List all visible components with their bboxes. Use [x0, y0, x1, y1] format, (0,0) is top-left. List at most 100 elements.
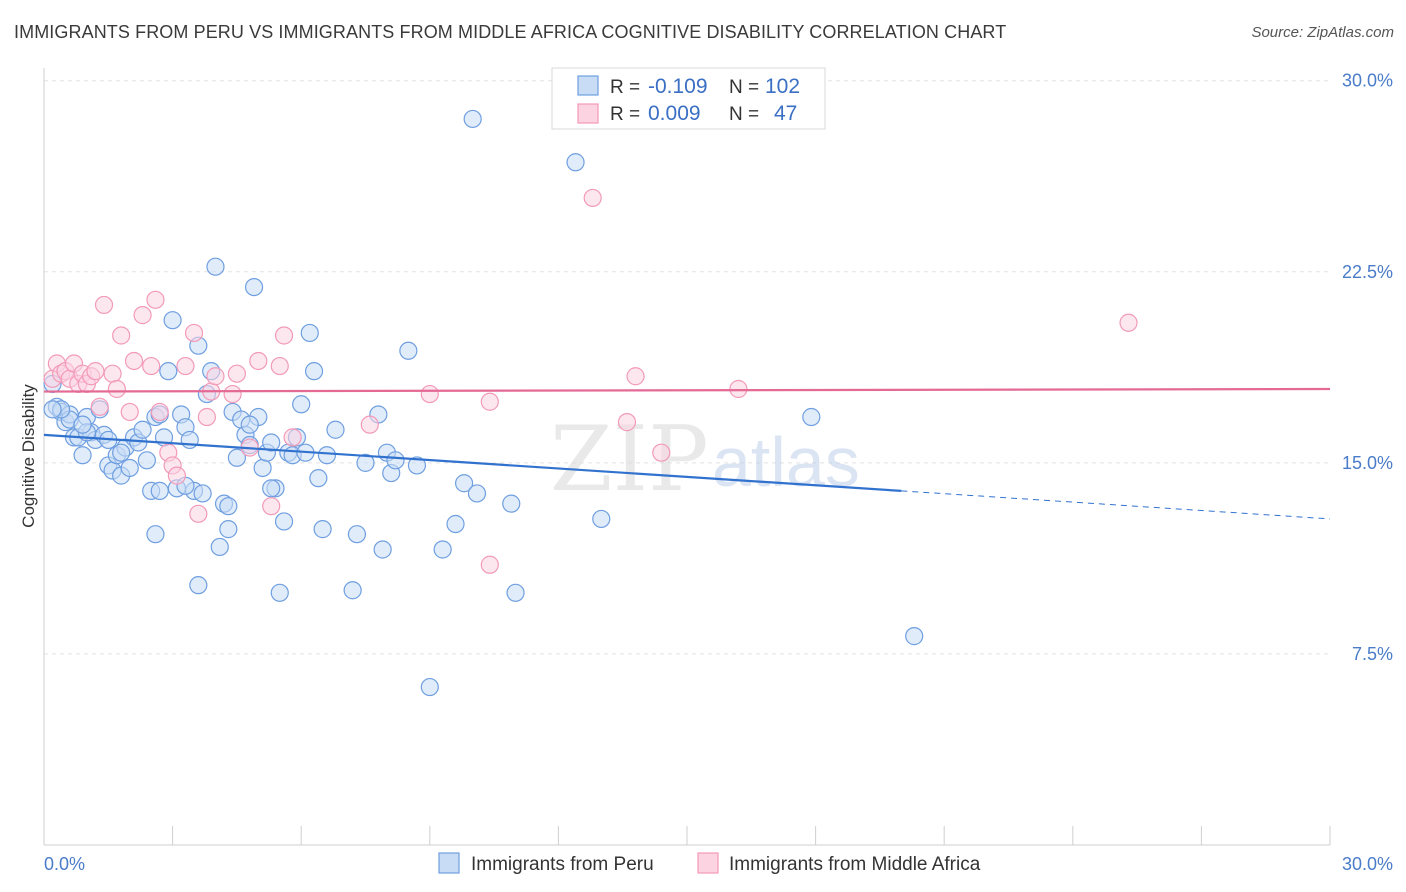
point-peru: [270, 583, 289, 602]
correlation-legend: R = -0.109 N = 102 R = 0.009 N = 47: [551, 67, 826, 130]
point-peru: [262, 479, 281, 498]
point-peru: [112, 443, 131, 462]
y-tick-label: 15.0%: [1342, 453, 1393, 473]
y-tick-label: 22.5%: [1342, 262, 1393, 282]
point-middle-africa: [120, 402, 139, 422]
point-peru: [150, 481, 169, 500]
point-peru: [253, 458, 272, 478]
point-peru: [193, 484, 212, 503]
point-peru: [399, 341, 418, 360]
point-peru: [219, 520, 238, 539]
point-peru: [463, 109, 482, 129]
source-label: Source: ZipAtlas.com: [1251, 24, 1394, 41]
point-peru: [502, 494, 521, 513]
point-middle-africa: [223, 384, 242, 404]
legend-n-value-middle-africa: 47: [774, 102, 797, 125]
series-legend-swatch-peru: [438, 852, 460, 874]
x-tick-label: 30.0%: [1342, 854, 1393, 874]
point-peru: [506, 583, 525, 602]
point-peru: [163, 311, 182, 330]
y-axis-label: Cognitive Disability: [19, 384, 38, 528]
data-points: [43, 109, 1138, 697]
point-peru: [304, 362, 324, 381]
point-peru: [180, 430, 199, 450]
point-middle-africa: [103, 364, 122, 383]
point-peru: [326, 420, 345, 439]
point-peru: [206, 257, 225, 276]
series-legend-swatch-middle-africa: [697, 852, 719, 874]
point-peru: [262, 433, 281, 452]
point-middle-africa: [90, 397, 109, 416]
point-middle-africa: [86, 362, 105, 381]
point-peru: [292, 395, 311, 414]
x-tick-marks: [43, 826, 1331, 845]
x-tick-labels: 0.0% 30.0%: [44, 854, 1393, 874]
point-peru: [73, 446, 92, 465]
point-middle-africa: [420, 384, 439, 404]
point-peru: [137, 451, 156, 470]
x-tick-label: 0.0%: [44, 854, 85, 874]
point-middle-africa: [189, 504, 208, 523]
point-middle-africa: [150, 402, 169, 422]
series-legend: Immigrants from Peru Immigrants from Mid…: [438, 852, 981, 875]
point-peru: [347, 525, 367, 544]
point-peru: [905, 627, 924, 646]
point-peru: [189, 576, 208, 595]
point-peru: [566, 153, 585, 172]
y-tick-label: 30.0%: [1342, 71, 1393, 91]
point-peru: [146, 525, 165, 544]
point-middle-africa: [249, 351, 268, 371]
point-middle-africa: [124, 351, 144, 371]
legend-n-label-middle-africa: N =: [729, 104, 759, 125]
legend-n-value-peru: 102: [765, 75, 800, 98]
point-middle-africa: [176, 356, 195, 376]
point-peru: [133, 420, 152, 439]
point-peru: [43, 400, 62, 419]
point-peru: [373, 540, 392, 559]
point-middle-africa: [184, 323, 204, 343]
trend-line-peru: [43, 433, 902, 492]
point-middle-africa: [142, 356, 161, 376]
point-peru: [592, 509, 611, 529]
point-peru: [343, 581, 362, 600]
point-peru: [244, 277, 264, 297]
point-peru: [120, 458, 139, 478]
point-peru: [274, 512, 294, 531]
point-middle-africa: [133, 306, 152, 325]
chart-title: IMMIGRANTS FROM PERU VS IMMIGRANTS FROM …: [14, 22, 1007, 42]
y-tick-label: 7.5%: [1352, 644, 1393, 664]
point-peru: [240, 415, 259, 434]
series-legend-label-peru: Immigrants from Peru: [471, 854, 654, 875]
point-peru: [159, 362, 178, 381]
point-middle-africa: [107, 379, 126, 399]
watermark-atlas: atlas: [712, 423, 860, 501]
legend-r-label-peru: R =: [610, 77, 640, 98]
point-middle-africa: [480, 555, 499, 574]
point-middle-africa: [262, 497, 281, 516]
point-middle-africa: [146, 290, 165, 309]
trend-line-peru-extension: [901, 490, 1331, 520]
legend-swatch-peru: [577, 75, 599, 96]
series-legend-label-middle-africa: Immigrants from Middle Africa: [729, 854, 981, 875]
point-peru: [210, 537, 229, 557]
point-peru: [227, 448, 246, 467]
point-peru: [407, 456, 427, 475]
point-middle-africa: [197, 407, 216, 427]
point-middle-africa: [617, 413, 637, 432]
point-peru: [73, 415, 92, 434]
point-peru: [454, 474, 474, 493]
point-peru: [446, 514, 465, 534]
point-middle-africa: [283, 428, 302, 447]
point-peru: [300, 323, 319, 343]
point-peru: [386, 451, 405, 470]
point-middle-africa: [94, 295, 114, 315]
point-peru: [309, 469, 328, 488]
legend-n-label-peru: N =: [729, 77, 759, 98]
point-peru: [467, 484, 487, 503]
legend-r-value-peru: -0.109: [648, 75, 708, 98]
y-tick-labels: 7.5% 15.0% 22.5% 30.0%: [1342, 71, 1393, 664]
point-peru: [802, 407, 821, 427]
point-middle-africa: [227, 364, 246, 383]
point-peru: [313, 520, 332, 539]
point-middle-africa: [360, 415, 379, 434]
